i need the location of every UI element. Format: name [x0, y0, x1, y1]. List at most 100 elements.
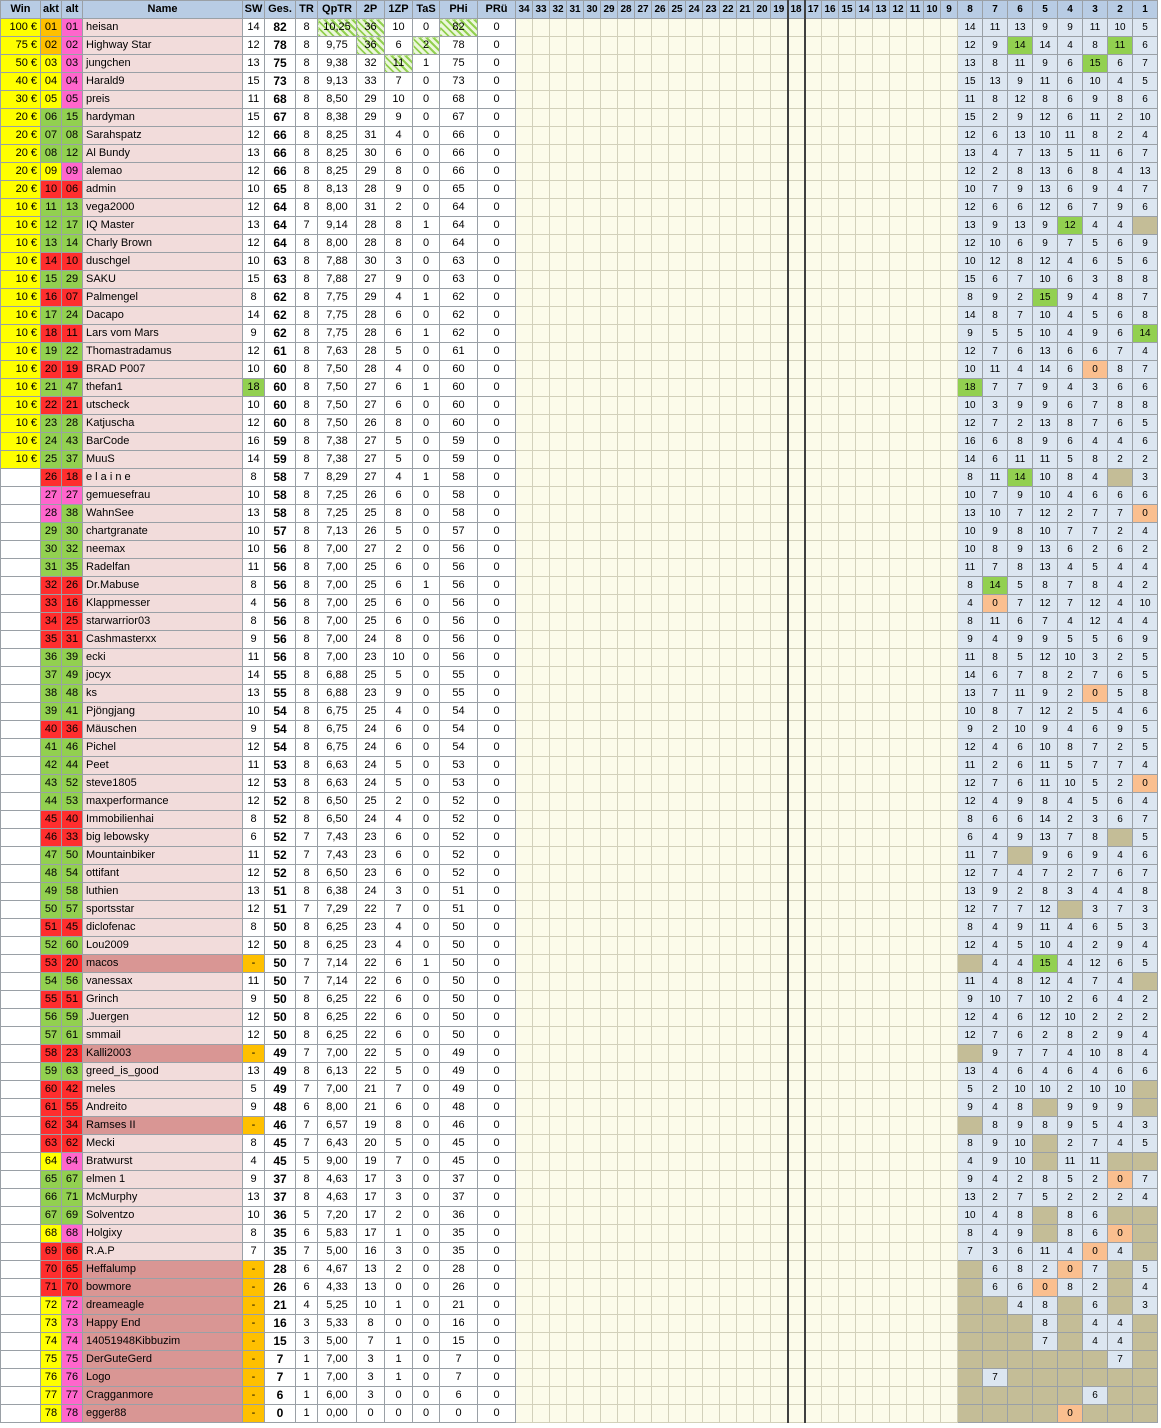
total-points-cell: 64	[264, 216, 296, 235]
player-name-cell: Radelfan	[82, 558, 243, 577]
round-points-cell: 7	[1007, 666, 1033, 685]
phi-cell: 52	[439, 828, 478, 847]
round-points-cell: 11	[1057, 126, 1083, 145]
future-round-cell	[566, 864, 584, 883]
future-round-cell	[753, 1404, 771, 1423]
round-points-cell: 4	[1107, 594, 1133, 613]
future-round-cell	[549, 630, 567, 649]
one-point-hits-cell: 5	[384, 432, 413, 451]
sw-cell: 12	[242, 414, 265, 433]
round-points-cell: 8	[1032, 1314, 1058, 1333]
future-round-cell	[634, 576, 652, 595]
round-points-cell: 2	[1082, 1008, 1108, 1027]
two-point-hits-cell: 24	[356, 810, 385, 829]
round-points-cell: 2	[982, 108, 1008, 127]
avg-points-cell: 4,63	[317, 1170, 357, 1189]
future-round-cell	[668, 1332, 686, 1351]
column-header-round-24: 24	[685, 0, 703, 19]
sw-cell: 4	[242, 594, 265, 613]
future-round-cell	[651, 1098, 669, 1117]
total-points-cell: 60	[264, 378, 296, 397]
future-round-cell	[855, 612, 873, 631]
round-points-cell: 0	[1132, 504, 1158, 523]
player-row: 40 €04 04 Harald9 15 73 8 9,13 33 7 0 73 0 15 13 9 11 6 1…	[0, 72, 1158, 91]
round-points-cell: 3	[982, 1242, 1008, 1261]
future-round-cell	[583, 1080, 601, 1099]
future-round-cell	[702, 738, 720, 757]
future-round-cell	[685, 972, 703, 991]
future-round-cell	[821, 1044, 839, 1063]
win-amount-cell	[0, 612, 41, 631]
phi-cell: 54	[439, 702, 478, 721]
future-round-cell	[753, 90, 771, 109]
future-round-cell	[872, 1296, 890, 1315]
round-points-cell: 7	[1082, 396, 1108, 415]
future-round-cell	[786, 180, 806, 199]
future-round-cell	[770, 1296, 788, 1315]
future-round-cell	[838, 1134, 856, 1153]
future-round-cell	[685, 756, 703, 775]
future-round-cell	[634, 180, 652, 199]
future-round-cell	[515, 1152, 533, 1171]
rank-current-cell: 31	[40, 558, 62, 577]
future-round-cell	[668, 162, 686, 181]
player-row: 33 16 Klappmesser 4 56 8 7,00 25 6 0 56 0 4 0 7 12 7 12 4 1…	[0, 594, 1158, 613]
future-round-cell	[872, 1260, 890, 1279]
two-point-hits-cell: 28	[356, 342, 385, 361]
pru-cell: 0	[477, 306, 516, 325]
one-point-hits-cell: 4	[384, 936, 413, 955]
round-points-cell: 8	[1057, 1026, 1083, 1045]
future-round-cell	[515, 558, 533, 577]
future-round-cell	[515, 828, 533, 847]
round-points-cell: 7	[1007, 1188, 1033, 1207]
player-row: 10 €25 37 MuuS 14 59 8 7,38 27 5 0 59 0 14 6 11 11 5 8 2 2	[0, 450, 1158, 469]
future-round-cell	[651, 288, 669, 307]
future-round-cell	[838, 144, 856, 163]
rank-previous-cell: 12	[61, 144, 83, 163]
future-round-cell	[838, 1170, 856, 1189]
tas-cell: 0	[412, 360, 440, 379]
future-round-cell	[719, 1152, 737, 1171]
future-round-cell	[566, 666, 584, 685]
future-round-cell	[719, 1080, 737, 1099]
round-points-cell	[1107, 1296, 1133, 1315]
phi-cell: 59	[439, 432, 478, 451]
player-row: 66 71 McMurphy 13 37 8 4,63 17 3 0 37 0 13 2 7 5 2 2 2 4	[0, 1188, 1158, 1207]
round-points-cell: 4	[1057, 936, 1083, 955]
rounds-played-cell: 8	[295, 252, 318, 271]
round-points-cell	[982, 1314, 1008, 1333]
round-points-cell: 4	[1107, 1134, 1133, 1153]
round-points-cell: 9	[1007, 180, 1033, 199]
round-points-cell: 5	[1007, 936, 1033, 955]
rounds-played-cell: 7	[295, 900, 318, 919]
avg-points-cell: 6,25	[317, 936, 357, 955]
pru-cell: 0	[477, 450, 516, 469]
one-point-hits-cell: 8	[384, 504, 413, 523]
future-round-cell	[634, 846, 652, 865]
round-points-cell: 12	[1032, 594, 1058, 613]
one-point-hits-cell: 6	[384, 972, 413, 991]
round-points-cell: 10	[957, 1206, 983, 1225]
future-round-cell	[685, 648, 703, 667]
future-round-cell	[617, 1026, 635, 1045]
round-points-cell: 6	[1132, 432, 1158, 451]
future-round-cell	[515, 918, 533, 937]
future-round-cell	[668, 558, 686, 577]
future-round-cell	[600, 1404, 618, 1423]
two-point-hits-cell: 27	[356, 540, 385, 559]
future-round-cell	[668, 720, 686, 739]
future-round-cell	[668, 612, 686, 631]
rank-previous-cell: 39	[61, 648, 83, 667]
tas-cell: 0	[412, 1224, 440, 1243]
rounds-played-cell: 1	[295, 1368, 318, 1387]
future-round-cell	[821, 234, 839, 253]
rank-current-cell: 17	[40, 306, 62, 325]
future-round-cell	[889, 342, 907, 361]
future-round-cell	[804, 1026, 822, 1045]
future-round-cell	[617, 1008, 635, 1027]
avg-points-cell: 4,67	[317, 1260, 357, 1279]
future-round-cell	[532, 828, 550, 847]
round-points-cell: 11	[982, 612, 1008, 631]
future-round-cell	[600, 1134, 618, 1153]
rank-previous-cell: 77	[61, 1386, 83, 1405]
